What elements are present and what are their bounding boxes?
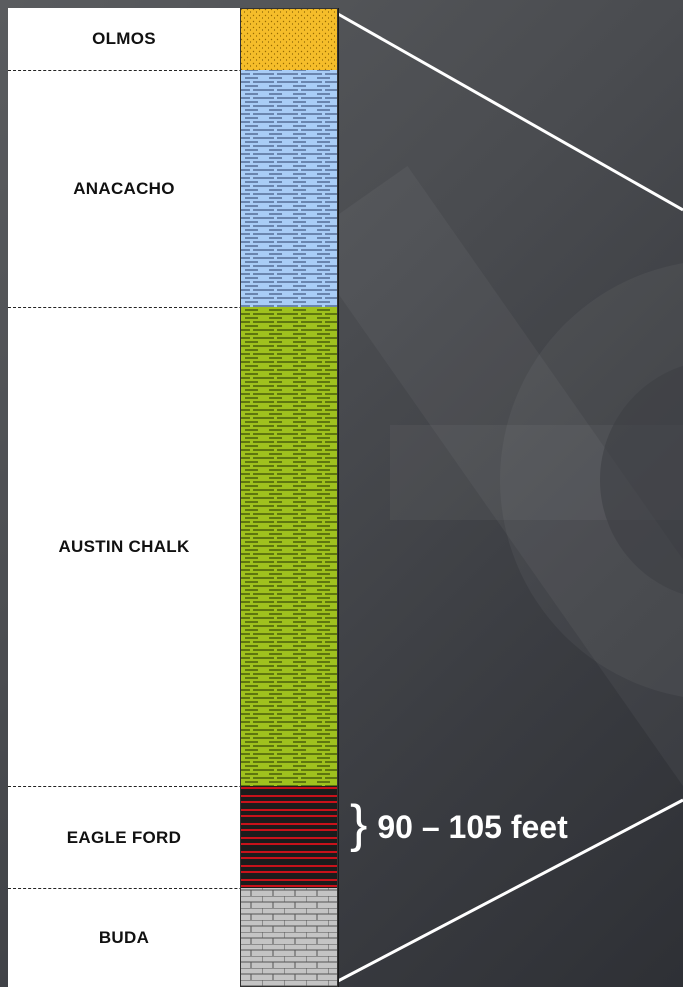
formation-label-buda: BUDA (98, 928, 150, 947)
curly-brace-icon: } (350, 795, 368, 853)
lithology-anacacho (240, 70, 338, 307)
formation-label-austin-chalk: AUSTIN CHALK (58, 537, 190, 556)
formation-divider (8, 307, 338, 308)
formation-divider (8, 786, 338, 787)
thickness-label: 90 – 105 feet (377, 808, 568, 845)
formation-divider (8, 888, 338, 889)
lithology-eagle-ford (240, 786, 338, 888)
formation-label-eagle-ford: EAGLE FORD (66, 827, 182, 847)
lithology-strip (240, 8, 338, 987)
lithology-buda (240, 888, 338, 987)
eagle-ford-thickness-annotation: } 90 – 105 feet (350, 790, 568, 864)
lithology-olmos (240, 8, 338, 70)
lithology-austin-chalk (240, 307, 338, 786)
formation-label-olmos: OLMOS (92, 29, 156, 48)
formation-divider (8, 70, 338, 71)
formation-label-anacacho: ANACACHO (73, 179, 175, 198)
